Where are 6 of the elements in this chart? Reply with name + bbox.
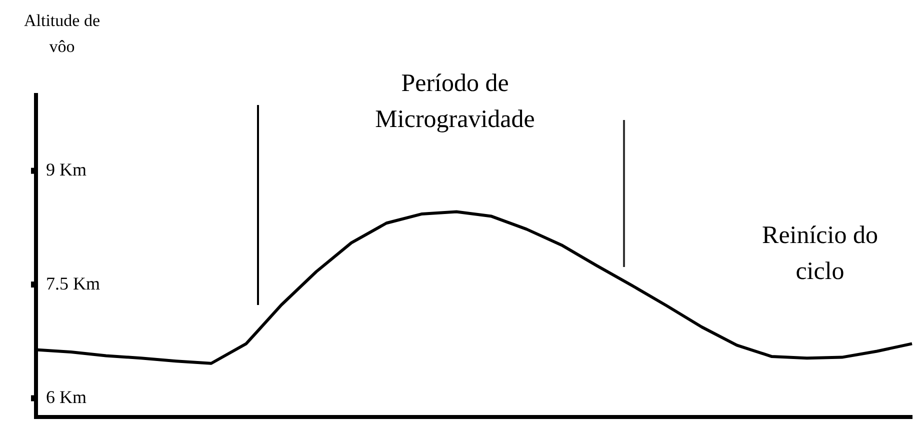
- y-tick-label: 9 Km: [46, 160, 86, 180]
- y-tick-label: 6 Km: [46, 386, 86, 407]
- y-tick-label: 7.5 Km: [46, 273, 100, 294]
- annotation: Período de Microgravidade: [374, 69, 536, 135]
- y-axis-title: Altitude de vôo: [22, 10, 101, 58]
- annotation: Reinício do ciclo: [761, 221, 879, 287]
